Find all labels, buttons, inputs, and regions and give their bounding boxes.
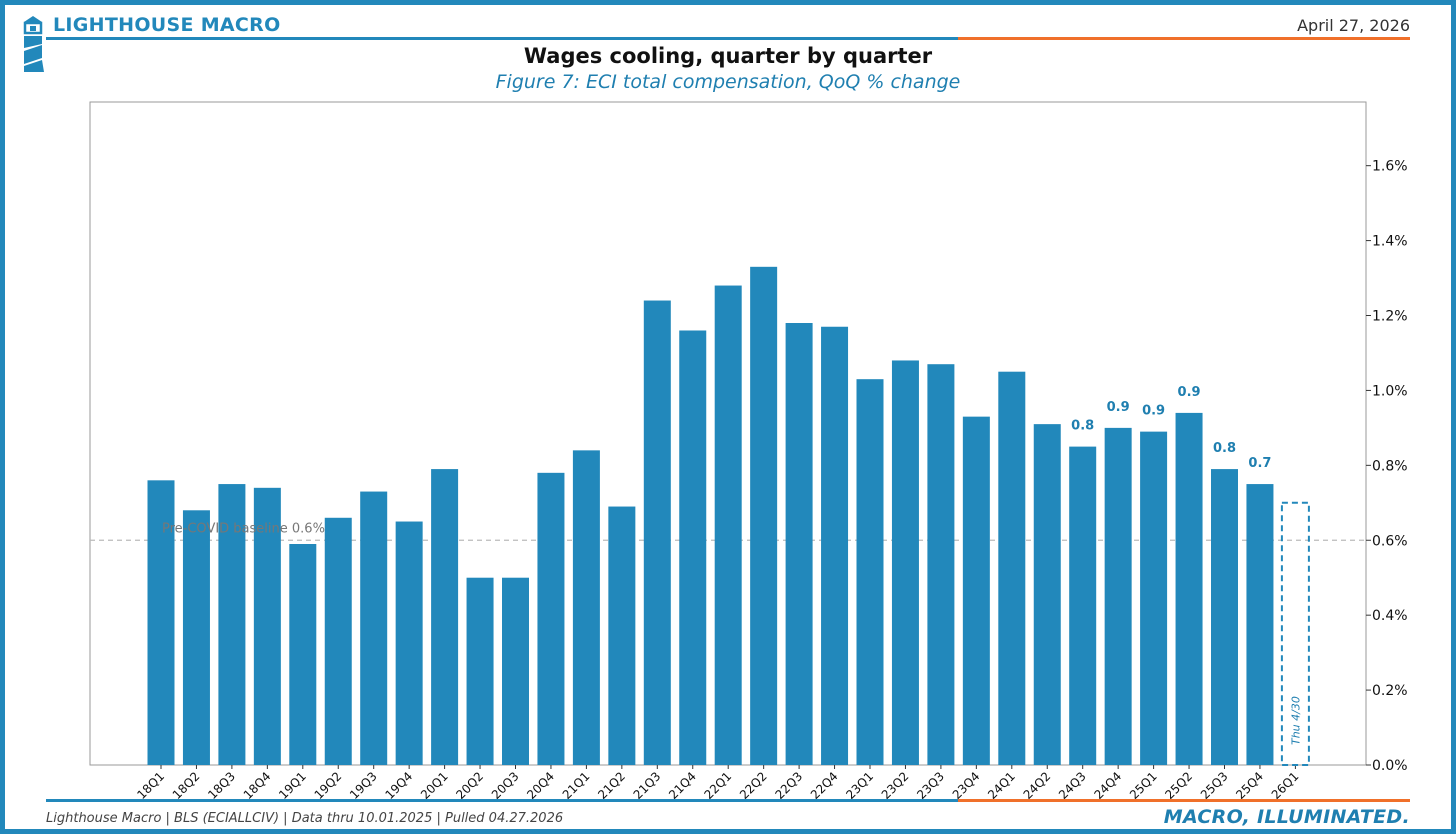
x-tick-label-18Q1: 18Q1 <box>134 769 167 802</box>
bar-24Q3 <box>1069 446 1097 765</box>
bar-21Q3 <box>643 300 671 765</box>
x-tick-label-24Q4: 24Q4 <box>1091 769 1124 802</box>
data-label-25Q2: 0.9 <box>1178 385 1201 400</box>
data-label-24Q4: 0.9 <box>1107 400 1130 415</box>
bar-23Q1 <box>856 379 884 765</box>
y-tick-label: 0.2% <box>1372 683 1408 699</box>
x-tick-label-24Q2: 24Q2 <box>1021 769 1054 802</box>
x-tick-label-21Q1: 21Q1 <box>560 769 593 802</box>
bar-18Q3 <box>218 484 246 765</box>
bar-19Q1 <box>289 544 317 765</box>
bar-25Q1 <box>1140 431 1168 765</box>
y-tick-label: 1.4% <box>1372 234 1408 250</box>
brand-name: LIGHTHOUSE MACRO <box>53 14 281 36</box>
data-label-25Q4: 0.7 <box>1248 456 1271 471</box>
bar-21Q4 <box>679 330 707 765</box>
bar-21Q2 <box>608 506 636 765</box>
bar-19Q3 <box>360 491 388 765</box>
x-tick-label-22Q3: 22Q3 <box>772 769 805 802</box>
header-rule-blue <box>46 37 958 40</box>
bar-25Q4 <box>1246 484 1274 765</box>
footer-rule-orange <box>958 799 1410 802</box>
y-tick-label: 0.0% <box>1372 758 1408 774</box>
x-tick-label-20Q4: 20Q4 <box>524 769 557 802</box>
bar-19Q2 <box>324 517 352 765</box>
x-tick-label-18Q4: 18Q4 <box>241 769 274 802</box>
bar-24Q1 <box>998 371 1026 765</box>
bar-20Q4 <box>537 472 565 765</box>
header-rule-orange <box>958 37 1410 40</box>
x-tick-label-19Q3: 19Q3 <box>347 769 380 802</box>
bar-22Q4 <box>821 326 849 765</box>
y-tick-label: 1.6% <box>1372 159 1408 175</box>
source-note: Lighthouse Macro | BLS (ECIALLCIV) | Dat… <box>46 811 564 826</box>
x-tick-label-22Q1: 22Q1 <box>702 769 735 802</box>
x-tick-label-26Q1: 26Q1 <box>1269 769 1302 802</box>
x-tick-label-21Q3: 21Q3 <box>631 769 664 802</box>
bar-18Q1 <box>147 480 175 765</box>
tagline: MACRO, ILLUMINATED. <box>1163 806 1410 828</box>
chart-subtitle: Figure 7: ECI total compensation, QoQ % … <box>495 71 961 93</box>
x-tick-label-20Q1: 20Q1 <box>418 769 451 802</box>
bar-18Q2 <box>182 510 210 765</box>
bar-22Q2 <box>750 266 778 765</box>
pending-label: Thu 4/30 <box>1289 696 1302 745</box>
x-tick-label-25Q3: 25Q3 <box>1198 769 1231 802</box>
x-tick-label-24Q1: 24Q1 <box>985 769 1018 802</box>
x-tick-label-25Q4: 25Q4 <box>1233 769 1266 802</box>
bar-25Q2 <box>1175 412 1203 765</box>
bar-23Q2 <box>891 360 919 765</box>
pending-bar-26Q1 <box>1280 501 1310 766</box>
bar-22Q3 <box>785 323 813 765</box>
bar-21Q1 <box>572 450 600 765</box>
bar-24Q2 <box>1033 424 1061 765</box>
x-tick-label-19Q4: 19Q4 <box>382 769 415 802</box>
x-tick-label-20Q2: 20Q2 <box>453 769 486 802</box>
bar-18Q4 <box>253 487 281 765</box>
bar-20Q3 <box>502 577 529 765</box>
data-label-24Q3: 0.8 <box>1071 419 1094 434</box>
x-tick-label-20Q3: 20Q3 <box>489 769 522 802</box>
x-tick-label-18Q2: 18Q2 <box>170 769 203 802</box>
x-tick-label-25Q2: 25Q2 <box>1162 769 1195 802</box>
x-tick-label-22Q4: 22Q4 <box>808 769 841 802</box>
lighthouse-logo-icon <box>23 16 44 72</box>
x-tick-label-19Q1: 19Q1 <box>276 769 309 802</box>
y-tick-label: 1.2% <box>1372 309 1408 325</box>
y-tick-label: 0.6% <box>1372 533 1408 549</box>
x-tick-label-23Q3: 23Q3 <box>914 769 947 802</box>
baseline-label: Pre-COVID baseline 0.6% <box>162 521 325 536</box>
bar-20Q2 <box>466 577 494 765</box>
x-tick-label-25Q1: 25Q1 <box>1127 769 1160 802</box>
x-tick-label-21Q2: 21Q2 <box>595 769 628 802</box>
footer-rule-blue <box>46 799 958 802</box>
x-tick-label-21Q4: 21Q4 <box>666 769 699 802</box>
bar-23Q4 <box>962 416 990 765</box>
chart-title: Wages cooling, quarter by quarter <box>523 44 933 68</box>
bar-25Q3 <box>1211 469 1238 765</box>
bar-20Q1 <box>431 469 459 765</box>
data-label-25Q1: 0.9 <box>1142 404 1165 419</box>
bar-23Q3 <box>927 364 955 765</box>
bar-24Q4 <box>1104 427 1132 765</box>
y-tick-label: 1.0% <box>1372 383 1408 399</box>
data-label-25Q3: 0.8 <box>1213 441 1236 456</box>
x-tick-label-22Q2: 22Q2 <box>737 769 770 802</box>
y-tick-label: 0.8% <box>1372 458 1408 474</box>
report-date: April 27, 2026 <box>1297 16 1410 35</box>
x-tick-label-24Q3: 24Q3 <box>1056 769 1089 802</box>
bar-22Q1 <box>714 285 742 765</box>
bar-19Q4 <box>395 521 423 765</box>
x-tick-label-23Q1: 23Q1 <box>843 769 876 802</box>
y-tick-label: 0.4% <box>1372 608 1408 624</box>
x-tick-label-19Q2: 19Q2 <box>312 769 345 802</box>
x-tick-label-18Q3: 18Q3 <box>205 769 238 802</box>
x-tick-label-23Q4: 23Q4 <box>950 769 983 802</box>
x-tick-label-23Q2: 23Q2 <box>879 769 912 802</box>
